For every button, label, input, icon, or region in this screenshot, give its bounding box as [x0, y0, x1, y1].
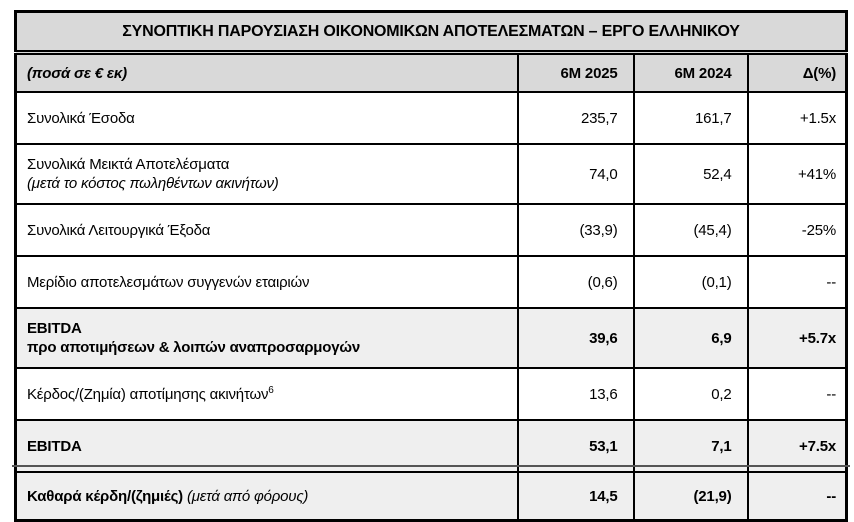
delta-cell: +7.5x [746, 419, 848, 473]
financial-summary-page: ΣΥΝΟΠΤΙΚΗ ΠΑΡΟΥΣΙΑΣΗ ΟΙΚΟΝΟΜΙΚΩΝ ΑΠΟΤΕΛΕ… [12, 10, 850, 522]
row-label: Μερίδιο αποτελεσμάτων συγγενών εταιριών [27, 273, 310, 291]
delta-cell: -25% [746, 203, 848, 257]
value-2024-cell: (0,1) [632, 255, 749, 309]
value-2025-cell: 235,7 [516, 91, 635, 145]
value-2025-cell: 14,5 [516, 471, 635, 522]
delta-cell: +41% [746, 143, 848, 205]
column-header-delta: Δ(%) [746, 51, 848, 93]
row-label: Κέρδος/(Ζημία) αποτίμησης ακινήτων [27, 385, 269, 403]
row-label-subtext: προ αποτιμήσεων & λοιπών αναπροσαρμογών [27, 339, 360, 356]
table-title: ΣΥΝΟΠΤΙΚΗ ΠΑΡΟΥΣΙΑΣΗ ΟΙΚΟΝΟΜΙΚΩΝ ΑΠΟΤΕΛΕ… [14, 10, 848, 55]
row-label: Συνολικά Λειτουργικά Έξοδα [27, 221, 211, 239]
value-2024-cell: (45,4) [632, 203, 749, 257]
column-header-6m-2025: 6M 2025 [516, 51, 635, 93]
row-operating-expenses: Συνολικά Λειτουργικά Έξοδα (33,9) (45,4)… [14, 203, 848, 257]
value-2025-cell: 39,6 [516, 307, 635, 369]
delta-cell: -- [746, 471, 848, 522]
value-2024-cell: 52,4 [632, 143, 749, 205]
delta-cell: -- [746, 367, 848, 421]
row-label: Συνολικά Έσοδα [27, 109, 135, 127]
row-label-cell: EBITDA προ αποτιμήσεων & λοιπών αναπροσα… [14, 307, 519, 369]
row-ebitda: EBITDA 53,1 7,1 +7.5x [14, 419, 848, 473]
bottom-rule [12, 465, 850, 467]
row-net-profit: Καθαρά κέρδη/(ζημιές) (μετά από φόρους) 1… [14, 471, 848, 522]
row-label-subtext: (μετά το κόστος πωληθέντων ακινήτων) [27, 175, 279, 192]
delta-cell: +5.7x [746, 307, 848, 369]
row-label-cell: Μερίδιο αποτελεσμάτων συγγενών εταιριών [14, 255, 519, 309]
row-gross-results: Συνολικά Μεικτά Αποτελέσματα (μετά το κό… [14, 143, 848, 205]
delta-cell: +1.5x [746, 91, 848, 145]
row-label-cell: Συνολικά Λειτουργικά Έξοδα [14, 203, 519, 257]
financial-results-table: ΣΥΝΟΠΤΙΚΗ ΠΑΡΟΥΣΙΑΣΗ ΟΙΚΟΝΟΜΙΚΩΝ ΑΠΟΤΕΛΕ… [14, 10, 849, 522]
row-ebitda-pre-revaluations: EBITDA προ αποτιμήσεων & λοιπών αναπροσα… [14, 307, 848, 369]
row-label-cell: Καθαρά κέρδη/(ζημιές) (μετά από φόρους) [14, 471, 519, 522]
row-label: Καθαρά κέρδη/(ζημιές) [27, 487, 183, 505]
row-label-note: (μετά από φόρους) [186, 487, 309, 505]
row-label-cell: Συνολικά Έσοδα [14, 91, 519, 145]
table-title-row: ΣΥΝΟΠΤΙΚΗ ΠΑΡΟΥΣΙΑΣΗ ΟΙΚΟΝΟΜΙΚΩΝ ΑΠΟΤΕΛΕ… [14, 10, 848, 55]
value-2024-cell: 0,2 [632, 367, 749, 421]
row-label: EBITDA [27, 320, 82, 337]
value-2025-cell: 74,0 [516, 143, 635, 205]
row-label-cell: Συνολικά Μεικτά Αποτελέσματα (μετά το κό… [14, 143, 519, 205]
value-2024-cell: (21,9) [632, 471, 749, 522]
table-header-row: (ποσά σε € εκ) 6M 2025 6M 2024 Δ(%) [14, 51, 848, 93]
column-header-6m-2024: 6M 2024 [632, 51, 749, 93]
row-total-revenue: Συνολικά Έσοδα 235,7 161,7 +1.5x [14, 91, 848, 145]
row-property-revaluation: Κέρδος/(Ζημία) αποτίμησης ακινήτων6 13,6… [14, 367, 848, 421]
value-2024-cell: 6,9 [632, 307, 749, 369]
row-label: EBITDA [27, 437, 82, 455]
value-2025-cell: (0,6) [516, 255, 635, 309]
delta-cell: -- [746, 255, 848, 309]
row-label-cell: EBITDA [14, 419, 519, 473]
value-2024-cell: 161,7 [632, 91, 749, 145]
value-2025-cell: 13,6 [516, 367, 635, 421]
value-2024-cell: 7,1 [632, 419, 749, 473]
row-label: Συνολικά Μεικτά Αποτελέσματα [27, 156, 230, 173]
value-2025-cell: 53,1 [516, 419, 635, 473]
footnote-marker: 6 [268, 384, 274, 396]
column-header-amounts-note: (ποσά σε € εκ) [14, 51, 519, 93]
row-label-cell: Κέρδος/(Ζημία) αποτίμησης ακινήτων6 [14, 367, 519, 421]
value-2025-cell: (33,9) [516, 203, 635, 257]
row-associates-share: Μερίδιο αποτελεσμάτων συγγενών εταιριών … [14, 255, 848, 309]
